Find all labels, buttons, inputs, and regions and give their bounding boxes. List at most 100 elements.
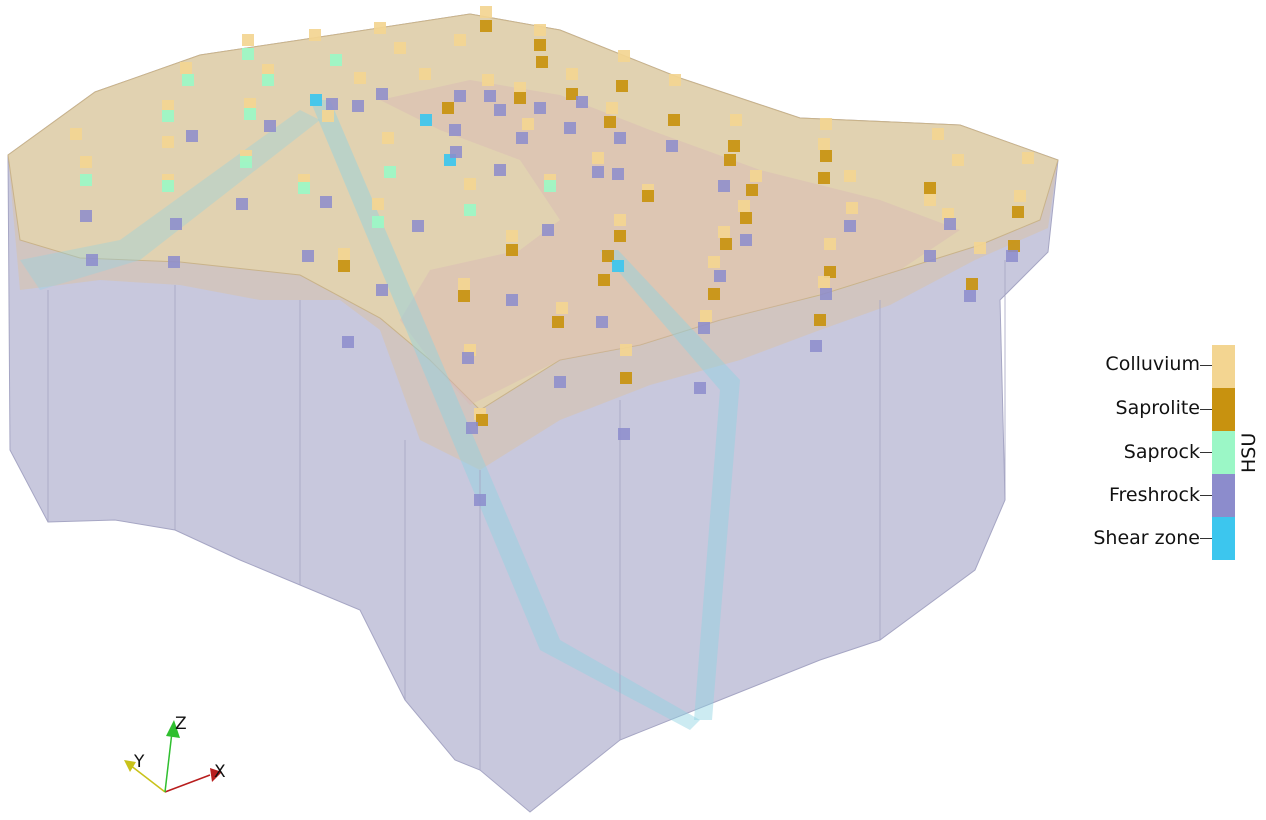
sample-marker bbox=[162, 136, 174, 148]
sample-marker bbox=[342, 336, 354, 348]
sample-marker bbox=[384, 166, 396, 178]
sample-marker bbox=[376, 88, 388, 100]
sample-marker bbox=[454, 90, 466, 102]
sample-marker bbox=[708, 288, 720, 300]
sample-marker bbox=[322, 110, 334, 122]
sample-marker bbox=[376, 284, 388, 296]
sample-marker bbox=[462, 352, 474, 364]
sample-marker bbox=[642, 190, 654, 202]
sample-marker bbox=[372, 198, 384, 210]
sample-marker bbox=[964, 290, 976, 302]
sample-marker bbox=[566, 88, 578, 100]
z-axis-arrow bbox=[166, 720, 180, 738]
sample-marker bbox=[606, 102, 618, 114]
sample-marker bbox=[952, 154, 964, 166]
y-axis-arrow bbox=[124, 760, 136, 772]
sample-marker bbox=[714, 270, 726, 282]
legend-swatch-shear-zone bbox=[1212, 517, 1235, 560]
sample-marker bbox=[554, 376, 566, 388]
sample-marker bbox=[476, 414, 488, 426]
sample-marker bbox=[724, 154, 736, 166]
sample-marker bbox=[564, 122, 576, 134]
sample-marker bbox=[534, 39, 546, 51]
sample-marker bbox=[382, 132, 394, 144]
sample-marker bbox=[846, 202, 858, 214]
sample-marker bbox=[310, 94, 322, 106]
sample-marker bbox=[506, 294, 518, 306]
legend-label-freshrock: Freshrock bbox=[1108, 484, 1200, 506]
sample-marker bbox=[820, 150, 832, 162]
sample-marker bbox=[70, 128, 82, 140]
sample-marker bbox=[168, 256, 180, 268]
block-face-edges bbox=[47, 260, 1006, 770]
sample-marker bbox=[924, 250, 936, 262]
legend-tick bbox=[1200, 452, 1213, 453]
sample-marker bbox=[454, 34, 466, 46]
sample-marker bbox=[924, 182, 936, 194]
sample-marker bbox=[442, 102, 454, 114]
sample-marker bbox=[170, 218, 182, 230]
sample-marker bbox=[262, 74, 274, 86]
sample-marker bbox=[614, 132, 626, 144]
axis-label-x: X bbox=[214, 762, 226, 782]
sample-marker bbox=[824, 266, 836, 278]
sample-marker bbox=[338, 260, 350, 272]
axis-label-z: Z bbox=[175, 714, 187, 734]
sample-marker bbox=[924, 194, 936, 206]
sample-marker bbox=[750, 170, 762, 182]
sample-marker bbox=[298, 182, 310, 194]
sample-marker bbox=[602, 250, 614, 262]
sample-marker bbox=[814, 314, 826, 326]
sample-marker bbox=[810, 340, 822, 352]
sample-marker bbox=[618, 428, 630, 440]
sample-marker bbox=[419, 68, 431, 80]
sample-marker bbox=[244, 108, 256, 120]
sample-marker bbox=[942, 208, 954, 220]
sample-marker bbox=[514, 92, 526, 104]
sample-marker bbox=[618, 50, 630, 62]
sample-marker bbox=[604, 116, 616, 128]
sample-marker bbox=[552, 316, 564, 328]
sample-marker bbox=[480, 6, 492, 18]
sample-marker bbox=[514, 82, 526, 94]
legend-swatch-colluvium bbox=[1212, 345, 1235, 388]
sample-marker bbox=[1022, 152, 1034, 164]
sample-marker bbox=[394, 42, 406, 54]
sample-marker bbox=[718, 180, 730, 192]
sample-marker bbox=[162, 180, 174, 192]
sample-marker bbox=[820, 288, 832, 300]
borehole-samples bbox=[70, 6, 1034, 506]
sample-marker bbox=[330, 54, 342, 66]
sample-marker bbox=[162, 100, 174, 112]
sample-marker bbox=[534, 102, 546, 114]
sample-marker bbox=[612, 260, 624, 272]
sample-marker bbox=[824, 238, 836, 250]
sample-marker bbox=[242, 48, 254, 60]
sample-marker bbox=[536, 56, 548, 68]
legend-label-saprolite: Saprolite bbox=[1115, 397, 1200, 419]
sample-marker bbox=[566, 68, 578, 80]
shear-zone-band-2 bbox=[600, 250, 740, 720]
sample-marker bbox=[844, 170, 856, 182]
sample-marker bbox=[420, 114, 432, 126]
sample-marker bbox=[516, 132, 528, 144]
sample-marker bbox=[1006, 250, 1018, 262]
sample-marker bbox=[1014, 190, 1026, 202]
legend-swatch-freshrock bbox=[1212, 474, 1235, 517]
legend-label-colluvium: Colluvium bbox=[1105, 353, 1200, 375]
sample-marker bbox=[620, 344, 632, 356]
sample-marker bbox=[354, 72, 366, 84]
sample-marker bbox=[818, 138, 830, 150]
sample-marker bbox=[544, 180, 556, 192]
sample-marker bbox=[482, 74, 494, 86]
sample-marker bbox=[262, 64, 274, 76]
sample-marker bbox=[542, 224, 554, 236]
sample-marker bbox=[614, 214, 626, 226]
sample-marker bbox=[820, 118, 832, 130]
sample-marker bbox=[592, 152, 604, 164]
legend-label-saprock: Saprock bbox=[1123, 441, 1200, 463]
sample-marker bbox=[80, 156, 92, 168]
axis-label-y: Y bbox=[134, 752, 145, 772]
sample-marker bbox=[484, 90, 496, 102]
